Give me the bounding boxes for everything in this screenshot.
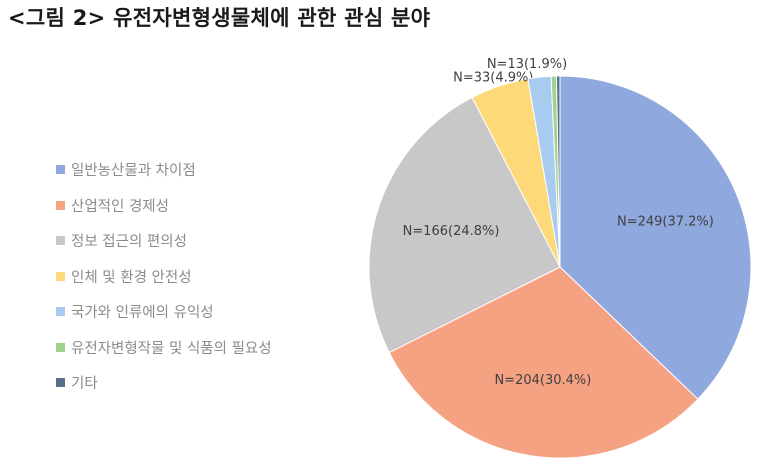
legend-swatch (56, 165, 65, 175)
data-label: N=33(4.9%) (453, 70, 533, 85)
legend-item: 국가와 인류에의 유익성 (56, 294, 272, 330)
legend-label: 일반농산물과 차이점 (71, 163, 196, 180)
pie-slice (368, 96, 561, 354)
data-label: N=166(24.8%) (403, 224, 500, 239)
legend-swatch (56, 200, 65, 210)
pie-slice (559, 75, 752, 400)
legend-swatch (56, 307, 65, 317)
pie-slice (388, 266, 699, 459)
legend-label: 유전자변형작물 및 식품의 필요성 (71, 340, 272, 357)
legend-swatch (56, 271, 65, 281)
data-label: N=249(37.2%) (617, 215, 714, 230)
legend-swatch (56, 342, 65, 352)
legend-item: 기타 (56, 365, 272, 401)
legend-label: 정보 접근의 편의성 (71, 234, 187, 251)
legend: 일반농산물과 차이점 산업적인 경제성 정보 접근의 편의성 인체 및 환경 안… (56, 152, 272, 401)
legend-item: 유전자변형작물 및 식품의 필요성 (56, 330, 272, 366)
legend-label: 국가와 인류에의 유익성 (71, 305, 214, 322)
data-label: N=13(1.9%) (487, 57, 567, 72)
legend-item: 산업적인 경제성 (56, 188, 272, 224)
pie-slice (555, 75, 561, 268)
legend-label: 인체 및 환경 안전성 (71, 269, 192, 286)
data-label: N=204(30.4%) (494, 373, 591, 388)
legend-label: 산업적인 경제성 (71, 198, 169, 215)
chart-title: <그림 2> 유전자변형생물체에 관한 관심 분야 (8, 6, 431, 30)
legend-item: 일반농산물과 차이점 (56, 152, 272, 188)
legend-item: 인체 및 환경 안전성 (56, 259, 272, 295)
legend-label: 기타 (71, 376, 98, 393)
legend-item: 정보 접근의 편의성 (56, 223, 272, 259)
legend-swatch (56, 236, 65, 246)
legend-swatch (56, 378, 65, 388)
